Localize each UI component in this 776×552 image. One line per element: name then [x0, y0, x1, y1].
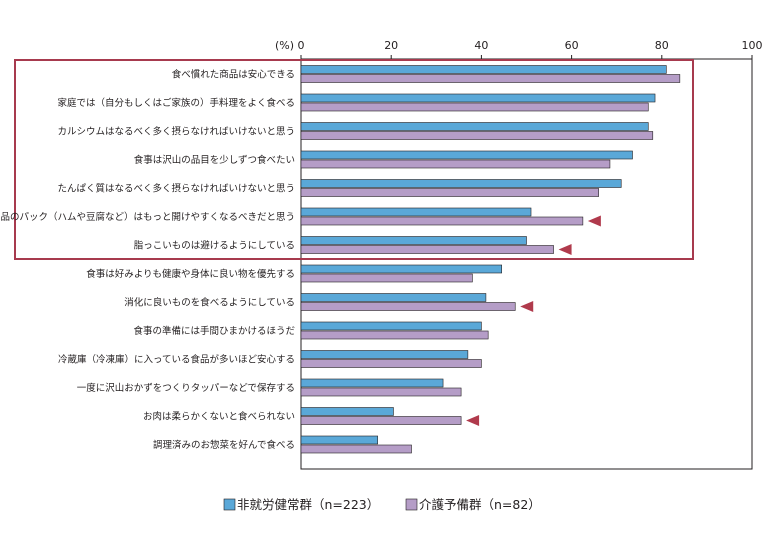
category-label: カルシウムはなるべく多く摂らなければいけないと思う: [57, 126, 295, 138]
category-label: たんぱく質はなるべく多く摂らなければいけないと思う: [57, 183, 295, 195]
bar-series-2-cat-2: [300, 102, 649, 112]
bar-series-1-cat-2: [300, 93, 656, 103]
legend-swatch-series-2: [405, 498, 418, 511]
bar-series-1-cat-13: [300, 407, 394, 416]
arrow-marker: [466, 415, 480, 426]
legend-swatch-series-1: [223, 498, 236, 511]
category-label: 調理済みのお惣菜を好んで食べる: [153, 439, 295, 451]
category-label: 消化に良いものを食べるようにしている: [124, 297, 295, 309]
category-label: お肉は柔らかくないと食べられない: [143, 411, 295, 423]
bar-series-2-cat-9: [300, 302, 516, 311]
highlight-box: [14, 59, 694, 260]
category-label: 冷蔵庫（冷凍庫）に入っている食品が多いほど安心する: [58, 354, 295, 366]
bar-series-1-cat-10: [300, 321, 482, 331]
bar-series-1-cat-14: [300, 435, 378, 445]
arrow-marker: [587, 215, 601, 227]
bar-series-1-cat-8: [300, 264, 502, 274]
x-tick-label: 40: [474, 39, 488, 52]
arrow-marker: [558, 244, 572, 255]
bar-series-2-cat-11: [300, 359, 482, 368]
category-label: 家庭では（自分もしくはご家族の）手料理をよく食べる: [57, 97, 295, 109]
bar-series-1-cat-1: [300, 65, 667, 74]
arrow-marker: [520, 301, 534, 312]
bar-series-2-cat-8: [300, 273, 473, 283]
bar-series-2-cat-13: [300, 416, 462, 425]
bar-series-1-cat-6: [300, 207, 532, 217]
bar-series-2-cat-3: [300, 131, 654, 140]
category-label: 食べ慣れた商品は安心できる: [172, 69, 295, 81]
x-tick-label: 0: [298, 39, 305, 52]
x-tick-label: 80: [655, 39, 669, 52]
category-label: 商品のパック（ハムや豆腐など）はもっと開けやすくなるべきだと思う: [0, 211, 295, 223]
category-label: 脂っこいものは避けるようにしている: [134, 240, 295, 252]
bar-series-1-cat-5: [300, 179, 622, 188]
category-label: 一度に沢山おかずをつくりタッパーなどで保存する: [77, 382, 295, 394]
bar-series-1-cat-4: [300, 150, 633, 160]
x-tick-label: 100: [742, 39, 763, 52]
category-label: 食事は好みよりも健康や身体に良い物を優先する: [86, 268, 295, 280]
bar-series-2-cat-7: [300, 245, 554, 254]
category-label: 食事は沢山の品目を少しずつ食べたい: [134, 154, 295, 166]
bar-series-1-cat-7: [300, 236, 527, 245]
bar-series-1-cat-12: [300, 378, 444, 388]
bar-series-2-cat-4: [300, 159, 611, 169]
legend-label-series-2: 介護予備群（n=82）: [419, 497, 541, 512]
legend-label-series-1: 非就労健常群（n=223）: [237, 497, 379, 512]
x-tick-label: 60: [565, 39, 579, 52]
bar-series-1-cat-3: [300, 122, 649, 131]
category-label: 食事の準備には手間ひまかけるほうだ: [133, 325, 295, 337]
bar-series-2-cat-1: [300, 74, 681, 83]
legend: 非就労健常群（n=223） 介護予備群（n=82）: [223, 497, 541, 512]
x-tick-label: 20: [384, 39, 398, 52]
bar-series-2-cat-10: [300, 330, 489, 340]
bar-series-2-cat-5: [300, 188, 599, 197]
bar-series-2-cat-6: [300, 216, 584, 226]
bar-series-1-cat-11: [300, 350, 469, 359]
unit-label: (%): [275, 39, 294, 52]
bar-series-2-cat-14: [300, 444, 412, 454]
bar-series-1-cat-9: [300, 293, 487, 302]
bar-series-2-cat-12: [300, 387, 462, 397]
